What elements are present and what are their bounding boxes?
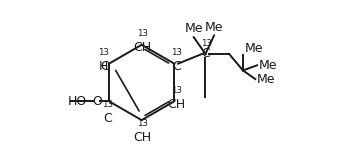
Text: Me: Me bbox=[184, 22, 203, 35]
Text: HO: HO bbox=[68, 95, 87, 108]
Text: 13: 13 bbox=[137, 29, 148, 38]
Text: CH: CH bbox=[134, 41, 152, 54]
Text: Me: Me bbox=[205, 21, 223, 34]
Text: O: O bbox=[92, 95, 102, 108]
Text: C: C bbox=[201, 47, 210, 60]
Text: C: C bbox=[172, 60, 181, 73]
Text: C: C bbox=[104, 112, 112, 125]
Text: 13: 13 bbox=[103, 100, 113, 109]
Text: 13: 13 bbox=[171, 86, 182, 95]
Text: C: C bbox=[100, 60, 109, 73]
Text: H: H bbox=[98, 60, 108, 73]
Text: 13: 13 bbox=[98, 48, 109, 57]
Text: 13: 13 bbox=[201, 39, 212, 48]
Text: 13: 13 bbox=[137, 119, 148, 128]
Text: CH: CH bbox=[134, 131, 152, 144]
Text: Me: Me bbox=[257, 73, 275, 86]
Text: 13: 13 bbox=[171, 48, 182, 57]
Text: Me: Me bbox=[245, 42, 263, 55]
Text: Me: Me bbox=[259, 59, 277, 72]
Text: CH: CH bbox=[167, 98, 186, 111]
